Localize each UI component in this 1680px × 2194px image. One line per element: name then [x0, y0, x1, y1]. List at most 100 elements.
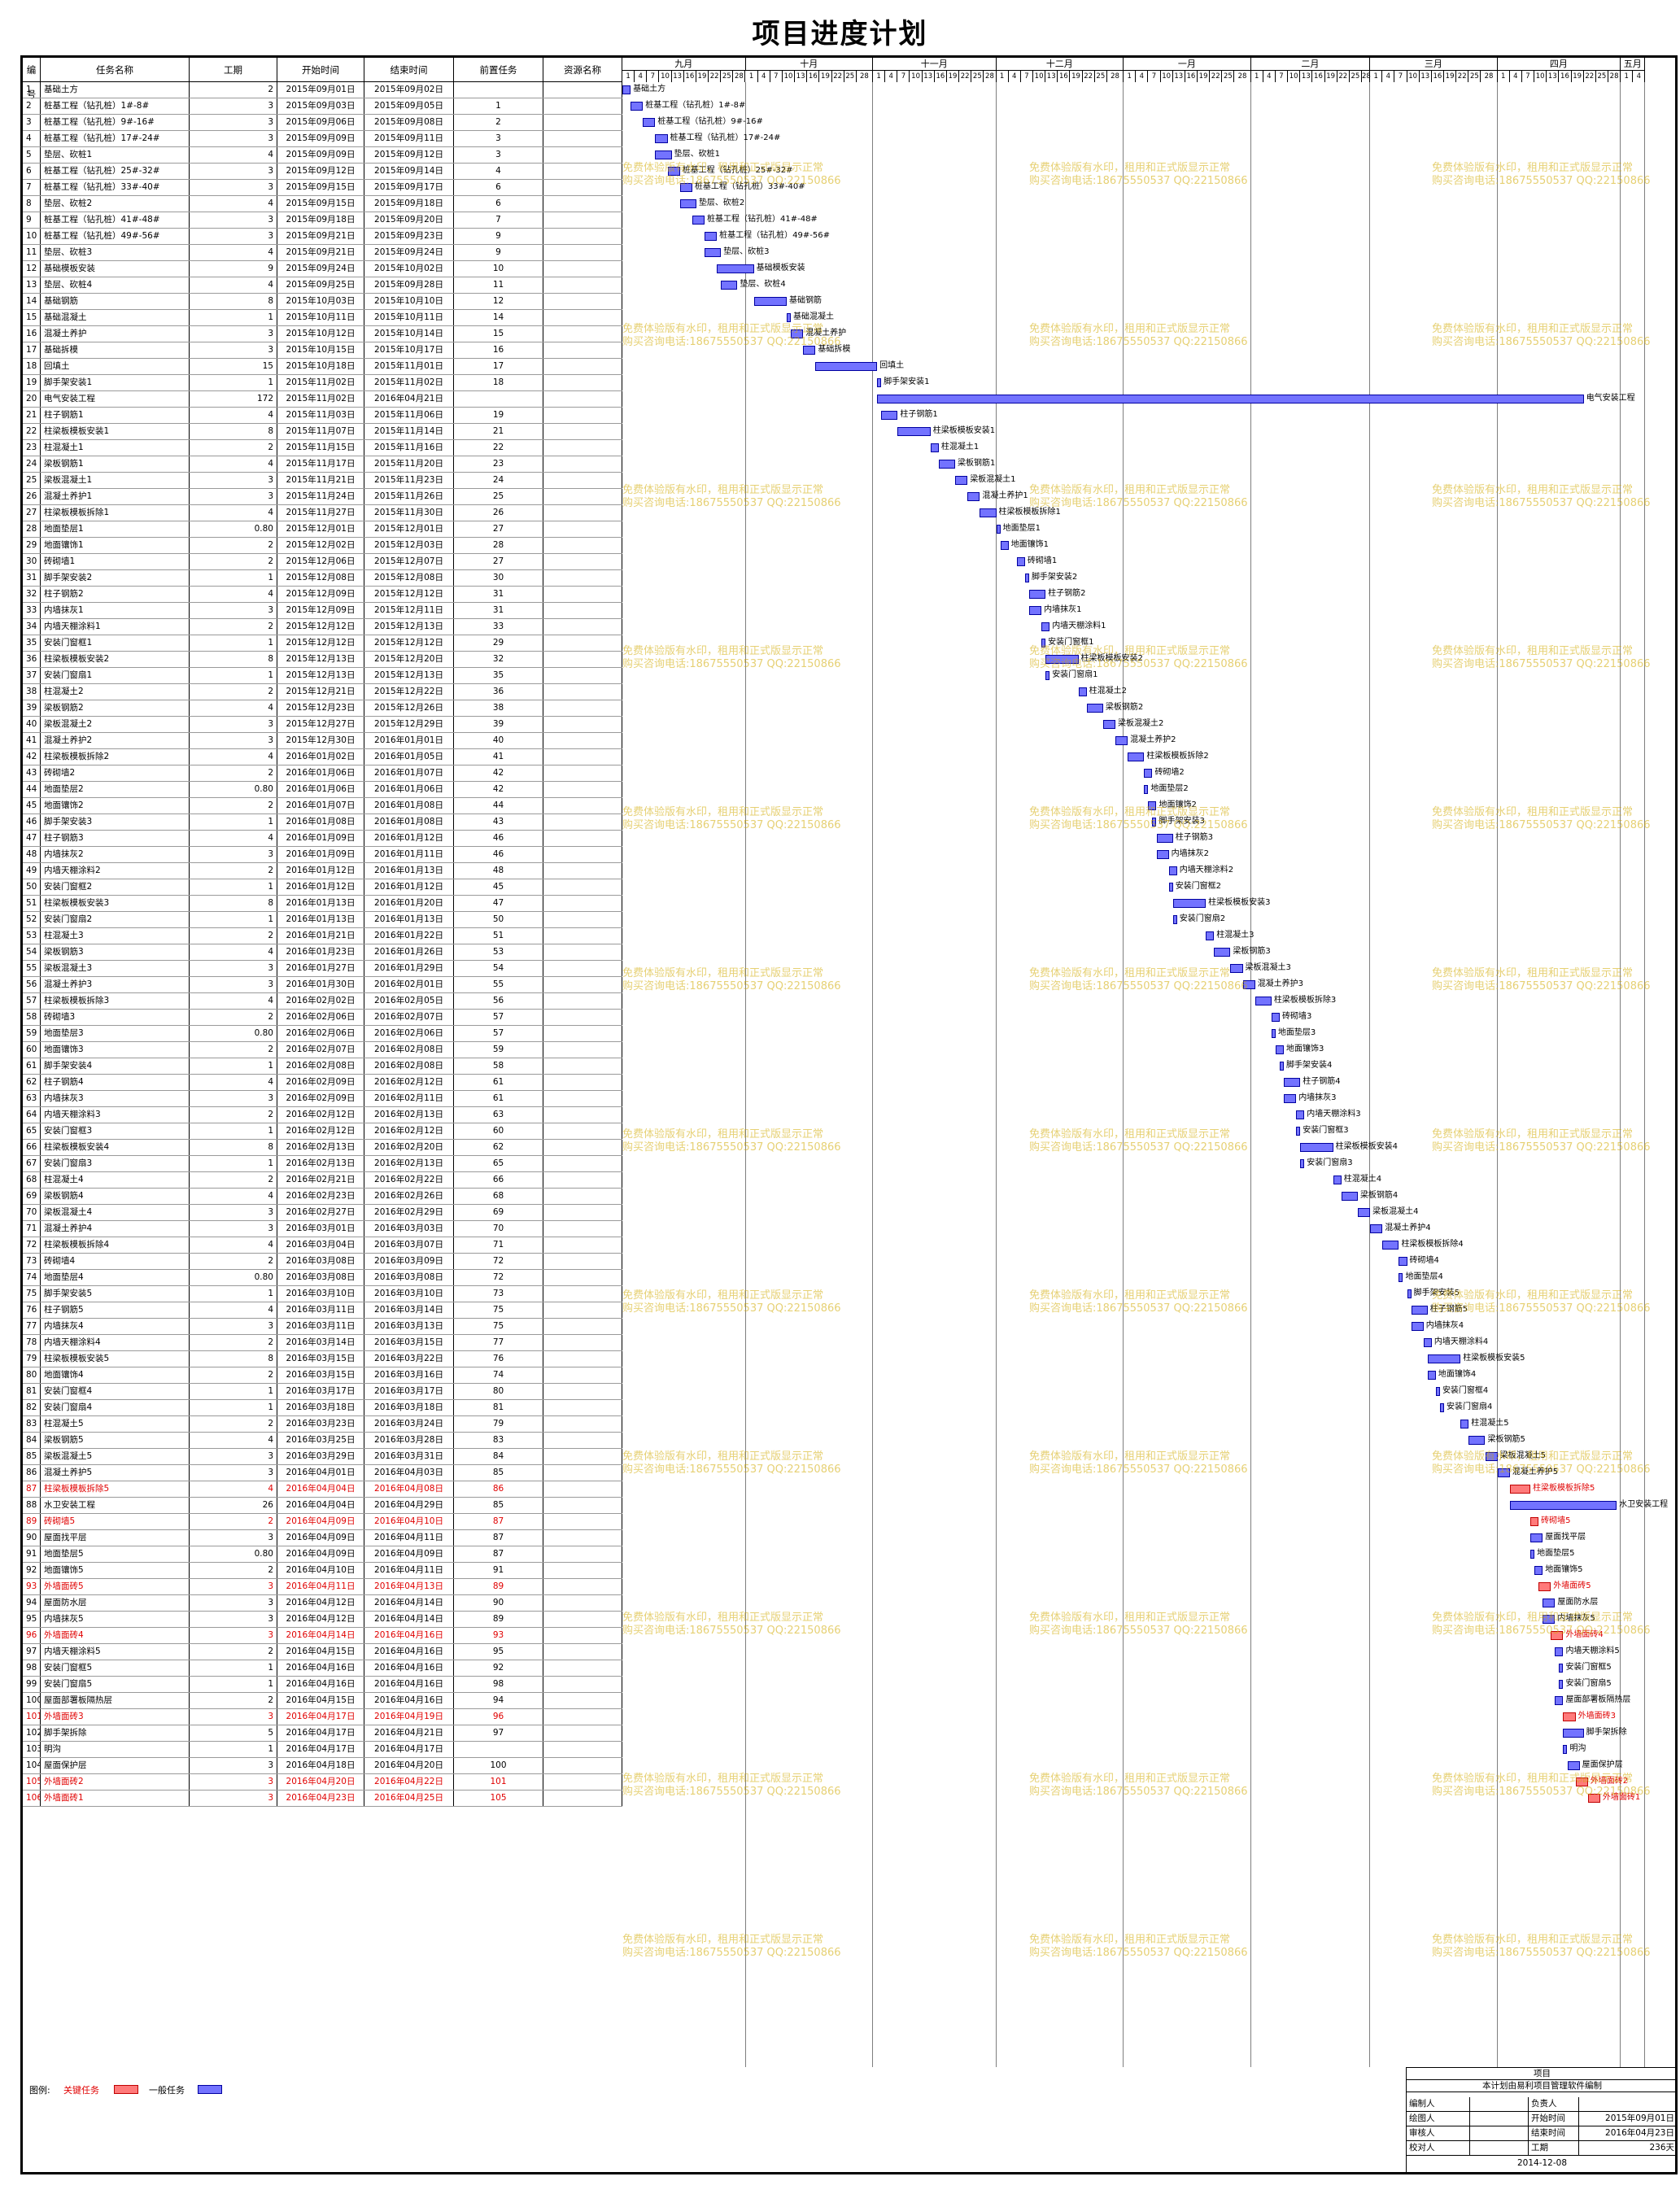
cell-res: [543, 229, 622, 244]
cell-dur: 3: [190, 1465, 277, 1481]
cell-id: 64: [23, 1107, 41, 1123]
cell-end: 2016年03月17日: [364, 1384, 454, 1399]
cell-pred: 85: [454, 1498, 543, 1513]
watermark: 免费体验版有水印，租用和正式版显示正常 购买咨询电话:18675550537 QQ…: [1029, 484, 1248, 509]
cell-res: [543, 1514, 622, 1529]
cell-start: 2016年04月17日: [277, 1742, 364, 1757]
task-row: 24 梁板钢筋1 4 2015年11月17日 2015年11月20日 23: [23, 456, 622, 473]
task-bar-label: 安装门窗框3: [1303, 1126, 1349, 1135]
cell-pred: 87: [454, 1546, 543, 1562]
cell-dur: 4: [190, 1189, 277, 1204]
task-row: 74 地面垫层4 0.80 2016年03月08日 2016年03月08日 72: [23, 1270, 622, 1286]
cell-id: 4: [23, 131, 41, 146]
cell-name: 桩基工程（钻孔桩）41#-48#: [41, 212, 190, 228]
cell-end: 2016年03月07日: [364, 1237, 454, 1253]
cell-id: 65: [23, 1123, 41, 1139]
cell-dur: 3: [190, 1612, 277, 1627]
cell-dur: 4: [190, 196, 277, 212]
month-gridline: [1644, 82, 1646, 2067]
cell-name: 安装门窗框4: [41, 1384, 190, 1399]
cell-name: 安装门窗框2: [41, 879, 190, 895]
day-tick: 25: [1222, 71, 1235, 82]
task-bar-label: 脚手架安装1: [884, 377, 930, 386]
cell-end: 2016年03月31日: [364, 1449, 454, 1464]
cell-res: [543, 538, 622, 553]
cell-res: [543, 863, 622, 879]
cell-res: [543, 1026, 622, 1041]
task-row: 35 安装门窗框1 1 2015年12月12日 2015年12月12日 29: [23, 635, 622, 652]
task-bar: [1168, 883, 1173, 892]
cell-end: 2016年02月29日: [364, 1205, 454, 1220]
task-bar-label: 内墙抹灰1: [1044, 605, 1082, 614]
cell-end: 2015年11月02日: [364, 375, 454, 390]
cell-name: 内墙天棚涂料4: [41, 1335, 190, 1350]
cell-res: [543, 1709, 622, 1725]
day-tick: 7: [1276, 71, 1289, 82]
cell-res: [543, 1530, 622, 1546]
task-bar: [1509, 1485, 1531, 1494]
task-row: 95 内墙抹灰5 3 2016年04月12日 2016年04月14日 89: [23, 1612, 622, 1628]
task-bar-label: 地面镶饰3: [1286, 1045, 1324, 1053]
cell-end: 2016年02月26日: [364, 1189, 454, 1204]
cell-res: [543, 1791, 622, 1806]
day-tick: 16: [684, 71, 696, 82]
cell-id: 36: [23, 652, 41, 667]
cell-pred: 25: [454, 489, 543, 504]
cell-dur: 1: [190, 1123, 277, 1139]
task-row: 62 柱子钢筋4 4 2016年02月09日 2016年02月12日 61: [23, 1075, 622, 1091]
cell-dur: 3: [190, 342, 277, 358]
cell-id: 74: [23, 1270, 41, 1285]
cell-res: [543, 277, 622, 293]
task-bar-label: 地面垫层1: [1002, 524, 1041, 533]
task-row: 33 内墙抹灰1 3 2015年12月09日 2015年12月11日 31: [23, 603, 622, 619]
task-bar-label: 柱子钢筋4: [1303, 1077, 1341, 1086]
cell-id: 34: [23, 619, 41, 635]
cell-id: 59: [23, 1026, 41, 1041]
cell-name: 外墙面砖2: [41, 1774, 190, 1790]
cell-start: 2015年09月15日: [277, 196, 364, 212]
task-bar: [1551, 1631, 1564, 1640]
cell-end: 2016年03月03日: [364, 1221, 454, 1237]
cell-start: 2016年03月15日: [277, 1351, 364, 1367]
cell-pred: 32: [454, 652, 543, 667]
cell-res: [543, 896, 622, 911]
cell-end: 2016年01月13日: [364, 912, 454, 927]
cell-start: 2016年04月17日: [277, 1725, 364, 1741]
task-row: 87 柱梁板模板拆除5 4 2016年04月04日 2016年04月08日 86: [23, 1481, 622, 1498]
month-header: 十二月: [996, 58, 1124, 71]
cell-id: 6: [23, 164, 41, 179]
task-bar-label: 柱梁板模板拆除3: [1273, 996, 1337, 1005]
task-bar: [679, 199, 696, 208]
watermark: 免费体验版有水印，租用和正式版显示正常 购买咨询电话:18675550537 QQ…: [622, 1773, 841, 1798]
task-bar: [787, 313, 792, 322]
cell-name: 桩基工程（钻孔桩）25#-32#: [41, 164, 190, 179]
task-bar: [622, 85, 631, 94]
cell-end: 2016年01月29日: [364, 961, 454, 976]
task-bar-label: 安装门窗框2: [1175, 882, 1222, 891]
day-tick: 19: [1070, 71, 1083, 82]
task-bar-label: 地面镶饰5: [1545, 1565, 1583, 1574]
cell-dur: 1: [190, 1677, 277, 1692]
cell-name: 柱梁板模板安装3: [41, 896, 190, 911]
cell-start: 2015年10月03日: [277, 294, 364, 309]
title-block-cell: 结束时间: [1529, 2126, 1579, 2140]
task-bar: [1144, 769, 1153, 778]
cell-end: 2016年02月06日: [364, 1026, 454, 1041]
day-tick: 7: [1394, 71, 1407, 82]
cell-end: 2016年03月14日: [364, 1302, 454, 1318]
cell-pred: 105: [454, 1791, 543, 1806]
cell-dur: 4: [190, 831, 277, 846]
cell-id: 81: [23, 1384, 41, 1399]
cell-name: 桩基工程（钻孔桩）33#-40#: [41, 180, 190, 195]
day-tick: 25: [1095, 71, 1107, 82]
day-tick: 16: [1185, 71, 1198, 82]
task-bar-label: 砖砌墙5: [1541, 1516, 1571, 1525]
cell-res: [543, 294, 622, 309]
task-bar: [1563, 1729, 1584, 1738]
cell-pred: 2: [454, 115, 543, 130]
cell-id: 70: [23, 1205, 41, 1220]
cell-end: 2015年11月20日: [364, 456, 454, 472]
task-bar-label: 梁板混凝土4: [1372, 1207, 1419, 1216]
cell-dur: 26: [190, 1498, 277, 1513]
title-block-date: 2014-12-08: [1516, 2158, 1568, 2168]
